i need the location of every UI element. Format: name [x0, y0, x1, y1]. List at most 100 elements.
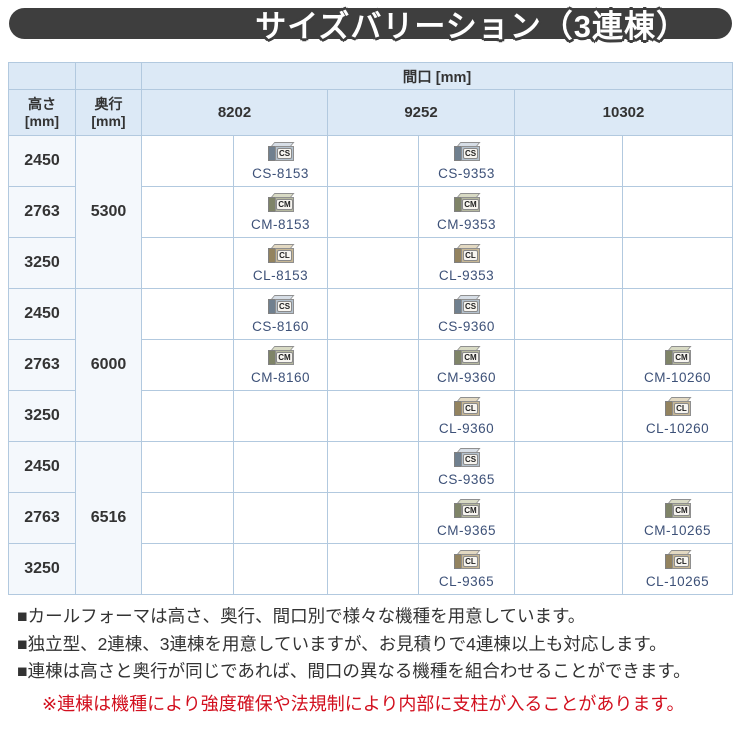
notes-list: ■カールフォーマは高さ、奥行、間口別で様々な機種を用意しています。 ■独立型、2…	[17, 603, 691, 686]
header-row-span: 間口 [mm]	[8, 62, 734, 90]
product-cell: CS CS-8160	[233, 288, 328, 340]
product-code: CS-8153	[252, 165, 309, 181]
note-line: ■連棟は高さと奥行が同じであれば、間口の異なる機種を組合わせることができます。	[17, 661, 691, 681]
product-cell: CL CL-10260	[621, 390, 734, 442]
corner-cell	[8, 62, 76, 90]
product-code: CL-9353	[438, 267, 495, 283]
table-row: 2450 6000 CS CS-8160 CS CS-9360	[8, 288, 734, 442]
product-cell: CM CM-9353	[418, 186, 515, 238]
empty-cell	[514, 390, 623, 442]
garage-icon: CS	[453, 141, 481, 161]
empty-cell	[621, 237, 734, 289]
product-cell: CS CS-9360	[418, 288, 515, 340]
product-cell: CL CL-9353	[418, 237, 515, 289]
width-column-9252: 9252	[327, 89, 515, 136]
garage-icon: CL	[453, 243, 481, 263]
product-code: CM-9360	[436, 369, 497, 385]
height-cell: 2763	[8, 186, 76, 238]
empty-cell	[141, 237, 234, 289]
height-cell: 2450	[8, 288, 76, 340]
empty-cell	[327, 543, 419, 595]
empty-cell	[514, 441, 623, 493]
empty-cell	[514, 135, 623, 187]
product-code: CS-9365	[438, 471, 495, 487]
garage-icon: CS	[453, 294, 481, 314]
product-cell: CM CM-8153	[233, 186, 328, 238]
table-row: 2450 5300 CS CS-8153 CS CS-9353	[8, 135, 734, 289]
garage-icon: CS	[267, 141, 295, 161]
empty-cell	[514, 492, 623, 544]
product-cell: CL CL-10265	[621, 543, 734, 595]
note-line: ■独立型、2連棟、3連棟を用意していますが、お見積りで4連棟以上も対応します。	[17, 633, 667, 654]
empty-cell	[327, 135, 419, 187]
empty-cell	[233, 543, 328, 595]
product-code: CS-9353	[438, 165, 495, 181]
garage-icon: CL	[664, 396, 692, 416]
product-cell: CM CM-10260	[621, 339, 734, 391]
empty-cell	[621, 441, 734, 493]
empty-cell	[141, 339, 234, 391]
product-code: CL-9365	[438, 573, 495, 589]
page-title: サイズバリーション（3連棟）	[255, 9, 688, 44]
empty-cell	[327, 186, 419, 238]
product-cell: CS CS-8153	[233, 135, 328, 187]
product-code: CS-9360	[438, 318, 495, 334]
empty-cell	[514, 543, 623, 595]
table-row: 3250 CL CL-8153 CL CL-9353	[8, 237, 734, 289]
empty-cell	[514, 339, 623, 391]
product-code: CL-10260	[645, 420, 710, 436]
empty-cell	[327, 441, 419, 493]
empty-cell	[514, 237, 623, 289]
empty-cell	[621, 135, 734, 187]
height-cell: 3250	[8, 237, 76, 289]
frontage-header: 間口 [mm]	[140, 62, 734, 90]
product-cell: CM CM-10265	[621, 492, 734, 544]
garage-icon: CM	[453, 192, 481, 212]
table-row: 3250 CL CL-9365 CL CL-10265	[8, 543, 734, 595]
product-cell: CM CM-9360	[418, 339, 515, 391]
depth-header: 奥行 [mm]	[75, 89, 142, 136]
garage-icon: CM	[664, 498, 692, 518]
garage-icon: CM	[664, 345, 692, 365]
product-cell: CL CL-8153	[233, 237, 328, 289]
table-row: 2450 6516 CS CS-9365	[8, 441, 734, 595]
product-cell: CS CS-9353	[418, 135, 515, 187]
height-cell: 2450	[8, 441, 76, 493]
empty-cell	[621, 186, 734, 238]
table-row: 2763 CM CM-8160 CM CM-9360 CM CM-10260	[8, 339, 734, 391]
header-row-columns: 高さ [mm] 奥行 [mm] 8202 9252 10302	[8, 89, 734, 136]
corner-cell	[75, 62, 142, 90]
height-cell: 2450	[8, 135, 76, 187]
title-bar-background	[9, 8, 732, 39]
product-cell: CM CM-8160	[233, 339, 328, 391]
garage-icon: CM	[267, 192, 295, 212]
product-code: CM-10260	[643, 369, 712, 385]
empty-cell	[327, 237, 419, 289]
empty-cell	[141, 390, 234, 442]
product-cell: CS CS-9365	[418, 441, 515, 493]
garage-icon: CS	[453, 447, 481, 467]
empty-cell	[327, 288, 419, 340]
empty-cell	[141, 492, 234, 544]
size-variation-table: 間口 [mm] 高さ [mm] 奥行 [mm] 8202 9252 10302 24…	[8, 62, 734, 595]
empty-cell	[141, 135, 234, 187]
width-column-10302: 10302	[513, 89, 734, 136]
empty-cell	[327, 492, 419, 544]
empty-cell	[141, 441, 234, 493]
note-line: ■カールフォーマは高さ、奥行、間口別で様々な機種を用意しています。	[17, 606, 586, 626]
product-cell: CL CL-9365	[418, 543, 515, 595]
height-header: 高さ [mm]	[8, 89, 76, 136]
garage-icon: CS	[267, 294, 295, 314]
product-code: CL-8153	[252, 267, 309, 283]
product-code: CM-10265	[643, 522, 712, 538]
empty-cell	[327, 339, 419, 391]
depth-cell: 6000	[75, 288, 142, 442]
garage-icon: CL	[664, 549, 692, 569]
garage-icon: CL	[453, 396, 481, 416]
product-code: CM-9353	[436, 216, 497, 232]
empty-cell	[327, 390, 419, 442]
empty-cell	[141, 543, 234, 595]
product-code: CL-10265	[645, 573, 710, 589]
height-cell: 2763	[8, 492, 76, 544]
product-code: CM-8153	[250, 216, 311, 232]
